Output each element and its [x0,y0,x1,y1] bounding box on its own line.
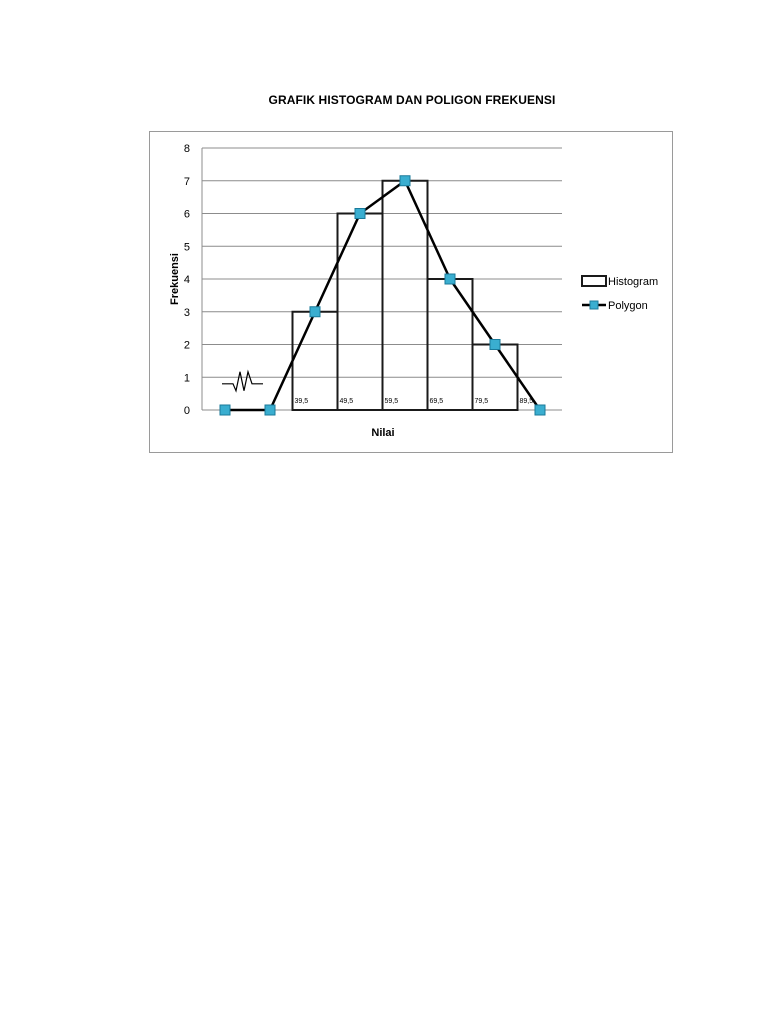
x-tick-label: 49,5 [340,398,354,405]
polygon-point [489,339,501,350]
y-tick-label: 0 [184,405,190,417]
y-tick-label: 3 [184,307,190,319]
axis-break-icon [222,369,263,393]
y-tick-label: 8 [184,143,190,155]
polygon-point [534,404,546,416]
y-tick-label: 1 [184,372,190,384]
y-tick-label: 2 [184,340,190,352]
legend-polygon-label: Polygon [608,300,648,312]
y-tick-label: 5 [184,241,190,253]
x-tick-label: 79,5 [475,398,489,405]
chart-title: GRAFIK HISTOGRAM DAN POLIGON FREKUENSI [268,93,556,107]
polygon-point [309,306,321,318]
polygon-point [444,273,456,285]
legend: Histogram Polygon [581,275,658,312]
legend-histogram-label: Histogram [608,276,658,288]
polygon-series [219,175,546,416]
chart-svg: 0 1 2 3 4 5 6 7 8 39,5 49,5 59,5 69,5 79,5 89,5 Freku… [169,143,658,439]
polygon-point [354,208,366,219]
polygon-point [264,404,276,416]
histogram-bars [291,179,519,411]
y-tick-label: 6 [184,209,190,221]
y-tick-label: 7 [184,176,190,188]
x-tick-label: 59,5 [385,398,399,405]
polygon-line [225,179,542,412]
x-tick-label: 69,5 [430,398,444,405]
histogram-bar [291,310,339,411]
x-axis-label: Nilai [371,427,394,439]
legend-polygon-marker [589,300,599,310]
x-tick-label: 89,5 [520,398,534,405]
y-tick-label: 4 [184,274,190,286]
polygon-point [399,175,411,187]
x-tick-labels: 39,5 49,5 59,5 69,5 79,5 89,5 [295,398,534,405]
axis-break-zigzag [222,369,263,393]
polygon-point [219,404,231,416]
chart-area: 0 1 2 3 4 5 6 7 8 39,5 49,5 59,5 69,5 79,5 89,5 Freku… [149,131,673,453]
legend-histogram-swatch [581,275,607,287]
x-tick-label: 39,5 [295,398,309,405]
y-tick-labels: 0 1 2 3 4 5 6 7 8 [184,143,190,417]
y-axis-label: Frekuensi [169,253,181,305]
